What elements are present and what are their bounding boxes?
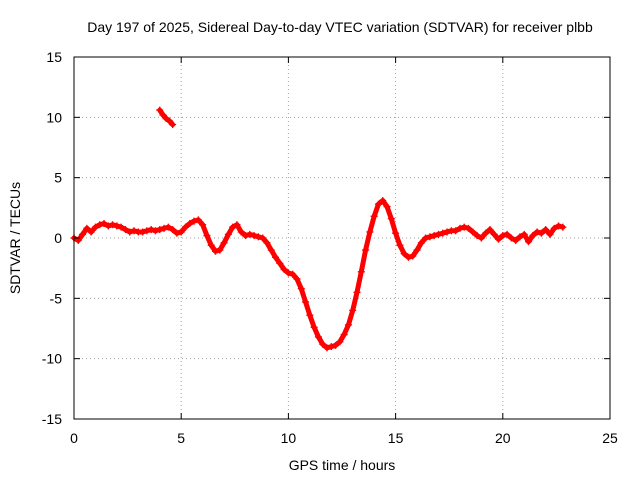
series-main-trace <box>70 197 567 352</box>
chart-title: Day 197 of 2025, Sidereal Day-to-day VTE… <box>87 19 593 35</box>
series-band <box>345 307 356 328</box>
series-band <box>367 213 377 235</box>
y-axis-title: SDTVAR / TECUs <box>7 182 23 294</box>
y-tick-label: 15 <box>46 49 62 65</box>
series-band <box>350 289 360 313</box>
y-tick-label: -15 <box>42 411 62 427</box>
x-tick-label: 5 <box>177 430 185 446</box>
y-tick-label: 0 <box>54 230 62 246</box>
y-tick-label: -10 <box>42 351 62 367</box>
x-tick-label: 0 <box>70 430 78 446</box>
series-band <box>388 216 399 236</box>
series-band <box>363 229 373 253</box>
series-isolated-arc <box>156 106 177 129</box>
series-band <box>556 223 566 230</box>
series-band <box>358 247 369 275</box>
axis-ticks: 0 5 10 15 20 25 -15 -10 -5 0 5 10 15 <box>42 49 618 446</box>
y-tick-label: 5 <box>54 170 62 186</box>
x-tick-label: 10 <box>281 430 297 446</box>
data-series <box>70 106 567 352</box>
y-tick-label: 10 <box>46 109 62 125</box>
series-band <box>354 269 364 295</box>
x-tick-label: 20 <box>495 430 511 446</box>
series-band <box>166 118 176 128</box>
x-tick-label: 25 <box>602 430 618 446</box>
y-tick-label: -5 <box>50 290 63 306</box>
x-axis-title: GPS time / hours <box>289 457 396 473</box>
x-tick-label: 15 <box>388 430 404 446</box>
